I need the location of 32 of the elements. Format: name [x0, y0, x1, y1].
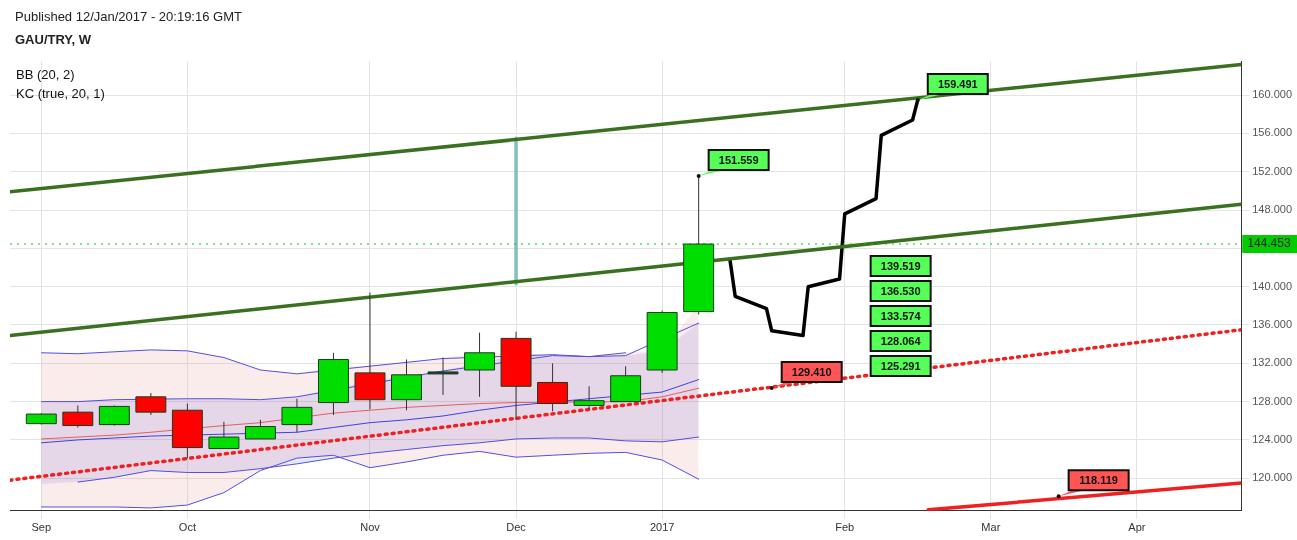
annotation: 118.119 — [1079, 474, 1118, 487]
y-tick-label: 120.000 — [1252, 471, 1292, 484]
x-tick-label: Sep — [31, 521, 52, 534]
x-tick-label: Apr — [1128, 521, 1146, 534]
annotation: BB (20, 2) — [16, 67, 75, 83]
x-tick-label: Dec — [506, 521, 527, 534]
ref-line-label: 144.453 — [1247, 236, 1291, 251]
x-tick-label: Nov — [360, 521, 381, 534]
y-tick-label: 156.000 — [1252, 126, 1292, 139]
y-tick-label: 132.000 — [1252, 356, 1292, 369]
x-tick-label: Mar — [981, 521, 1001, 534]
annotation: 128.064 — [880, 335, 922, 348]
annotation: 125.291 — [880, 360, 921, 373]
y-tick-label: 140.000 — [1252, 279, 1292, 292]
y-tick-label: 152.000 — [1252, 164, 1292, 177]
annotation: 159.491 — [937, 78, 978, 91]
x-tick-label: Oct — [178, 521, 196, 534]
annotation: 129.410 — [791, 366, 832, 379]
x-tick-label: 2017 — [649, 521, 675, 534]
y-tick-label: 148.000 — [1252, 203, 1292, 216]
chart-title: GAU/TRY, W — [15, 32, 92, 47]
annotation: KC (true, 20, 1) — [16, 86, 105, 102]
y-tick-label: 136.000 — [1252, 318, 1292, 331]
annotation: 133.574 — [880, 310, 922, 323]
x-tick-label: Feb — [835, 521, 855, 534]
annotation: 139.519 — [880, 260, 921, 273]
annotation: 136.530 — [880, 285, 921, 298]
y-tick-label: 124.000 — [1252, 432, 1292, 445]
y-tick-label: 160.000 — [1252, 88, 1292, 101]
annotation: 151.559 — [718, 154, 759, 166]
y-tick-label: 128.000 — [1252, 394, 1292, 407]
chart-subtitle: Published 12/Jan/2017 - 20:19:16 GMT — [15, 9, 242, 24]
